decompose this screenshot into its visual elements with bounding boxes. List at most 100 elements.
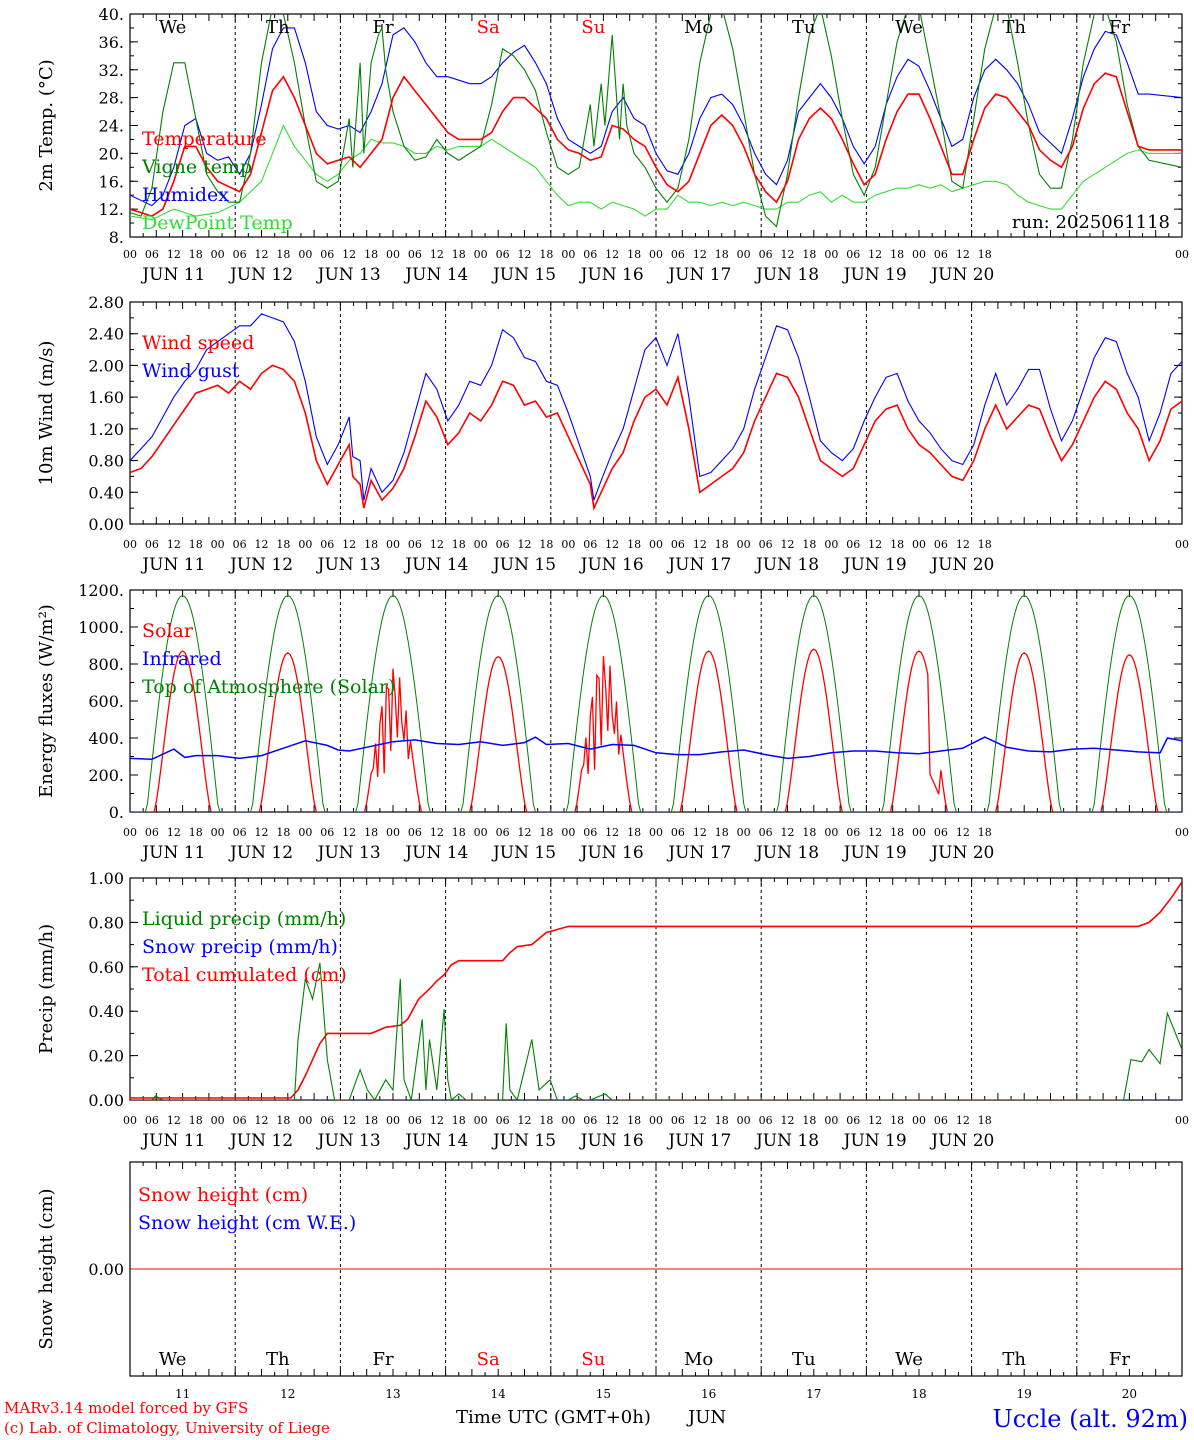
x-axis-month: JUN: [686, 1407, 726, 1428]
footer: MARv3.14 model forced by GFS (c) Lab. of …: [4, 1399, 1188, 1437]
run-annotation: run: 2025061118: [1012, 212, 1170, 233]
hour-tick-label: 12: [255, 826, 269, 839]
hour-tick-label: 00: [561, 1114, 575, 1127]
x-tick-labels: 00 06 12 18 00 06 12 18 00 06 12 18 00 06 12 18 00 06 12 18…: [123, 538, 1189, 575]
day-label: JUN 12: [228, 1131, 293, 1151]
hour-tick-label: 12: [693, 1114, 707, 1127]
hour-tick-label: 06: [759, 826, 773, 839]
weekday-label: We: [895, 1349, 923, 1370]
day-label: JUN 16: [579, 1131, 644, 1151]
legend-entry: Solar: [142, 620, 194, 642]
hour-tick-label: 06: [320, 1114, 334, 1127]
hour-tick-label: 06: [233, 826, 247, 839]
day-label: JUN 17: [666, 843, 731, 863]
y-tick-label: 0.20: [88, 1047, 124, 1066]
hour-tick-label: 12: [430, 1114, 444, 1127]
y-tick-label: 0.80: [88, 452, 124, 471]
hour-tick-label: 06: [233, 538, 247, 551]
y-tick-label: 0.40: [88, 483, 124, 502]
hour-tick-label: 06: [320, 826, 334, 839]
hour-tick-label: 06: [671, 1114, 685, 1127]
day-label: JUN 17: [666, 1131, 731, 1151]
day-label: JUN 11: [140, 265, 205, 285]
hour-tick-label: 06: [934, 826, 948, 839]
day-label: JUN 15: [491, 265, 556, 285]
hour-tick-label: 12: [956, 1114, 970, 1127]
hour-tick-label: 06: [145, 248, 159, 261]
hour-tick-label: 00: [298, 248, 312, 261]
day-number: 13: [385, 1387, 400, 1401]
hour-tick-label: 06: [759, 1114, 773, 1127]
hour-tick-label: 06: [145, 538, 159, 551]
day-label: JUN 20: [929, 1131, 994, 1151]
hour-tick-label: 12: [868, 826, 882, 839]
hour-tick-label: 06: [408, 1114, 422, 1127]
y-tick-label: 0.40: [88, 1002, 124, 1021]
legend-entry: DewPoint Temp: [142, 212, 293, 234]
day-label: JUN 20: [929, 265, 994, 285]
legend-entry: Snow height (cm): [138, 1184, 308, 1206]
hour-tick-label: 12: [781, 826, 795, 839]
weekday-label: We: [159, 1349, 187, 1370]
y-tick-label: 28.: [99, 89, 124, 108]
series-group: [130, 14, 1182, 228]
panel-snow: 0.00 Snow height (cm) Snow height (cm) Snow…: [36, 1161, 1183, 1377]
day-label: JUN 13: [316, 265, 381, 285]
hour-tick-label: 00: [649, 1114, 663, 1127]
legend-entry: Top of Atmosphere (Solar): [142, 676, 395, 698]
day-number: 18: [911, 1387, 926, 1401]
hour-tick-label: 00: [474, 826, 488, 839]
hour-tick-label: 12: [781, 248, 795, 261]
hour-tick-label: 06: [759, 538, 773, 551]
series-line: [130, 962, 1182, 1100]
hour-tick-label: 18: [890, 248, 904, 261]
y-tick-label: 2.80: [88, 293, 124, 312]
hour-tick-label: 12: [518, 538, 532, 551]
hour-tick-label: 06: [320, 248, 334, 261]
hour-tick-label: 18: [978, 538, 992, 551]
hour-tick-label: 00: [824, 538, 838, 551]
y-tick-label: 1.60: [88, 388, 124, 407]
day-label: JUN 14: [403, 1131, 468, 1151]
y-axis-label: Snow height (cm): [36, 1188, 57, 1349]
weekday-label: Su: [581, 17, 605, 38]
series-group: [130, 313, 1182, 511]
hour-tick-label: 06: [496, 248, 510, 261]
y-axis-label: Precip (mm/h): [36, 924, 57, 1054]
day-number: 20: [1122, 1387, 1137, 1401]
legend-entry: Temperature: [142, 128, 266, 150]
series-line: [130, 364, 1182, 511]
hour-tick-label: 06: [408, 538, 422, 551]
hour-tick-label: 18: [978, 248, 992, 261]
hour-tick-label: 12: [255, 1114, 269, 1127]
hour-tick-label: 06: [846, 826, 860, 839]
hour-tick-label: 06: [671, 826, 685, 839]
hour-tick-label: 06: [583, 826, 597, 839]
hour-tick-label: 00: [1175, 248, 1189, 261]
hour-tick-label: 18: [189, 826, 203, 839]
day-number: 19: [1017, 1387, 1032, 1401]
y-tick-label: 800.: [88, 655, 124, 674]
y-tick-label: 1200.: [78, 581, 124, 600]
plot-frame: [129, 13, 1183, 238]
day-label: JUN 14: [403, 265, 468, 285]
hour-tick-label: 00: [123, 538, 137, 551]
hour-tick-label: 12: [956, 248, 970, 261]
hour-tick-label: 18: [802, 1114, 816, 1127]
hour-tick-label: 06: [846, 538, 860, 551]
hour-tick-label: 18: [364, 1114, 378, 1127]
weekday-labels-top: We Th Fr Sa Su Mo Tu We Th Fr: [159, 17, 1131, 38]
legend-entry: Wind gust: [142, 360, 240, 382]
day-label: JUN 18: [754, 1131, 819, 1151]
weekday-label: We: [159, 17, 187, 38]
hour-tick-label: 12: [342, 538, 356, 551]
hour-tick-label: 06: [846, 1114, 860, 1127]
series-line: [130, 72, 1182, 217]
day-label: JUN 16: [579, 265, 644, 285]
day-label: JUN 17: [666, 265, 731, 285]
hour-tick-label: 00: [561, 248, 575, 261]
weekday-label: Fr: [372, 1349, 393, 1370]
day-number: 15: [596, 1387, 611, 1401]
y-axis-label: Energy fluxes (W/m²): [36, 604, 57, 798]
